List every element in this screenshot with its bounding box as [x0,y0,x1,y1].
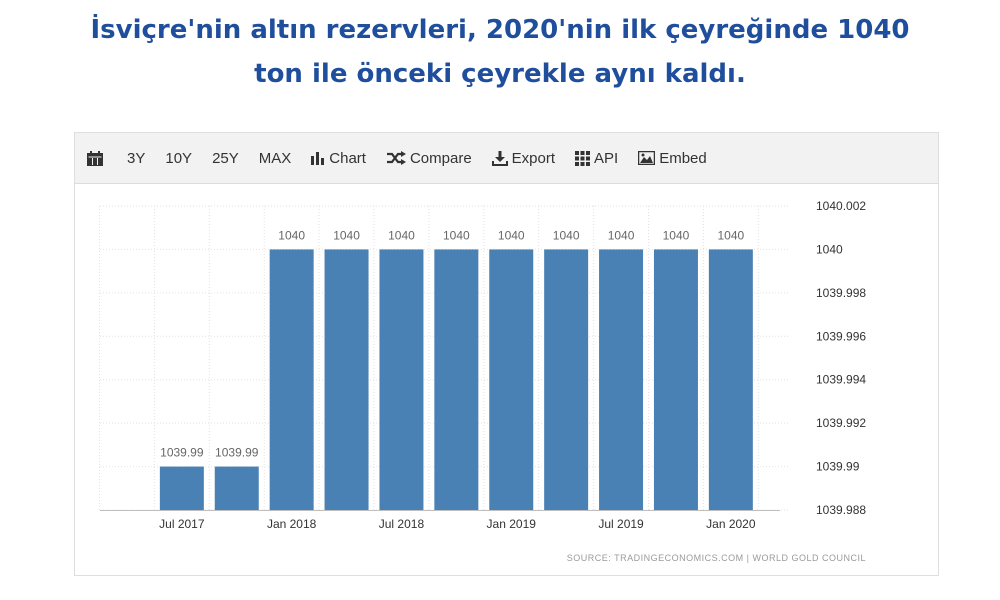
bar-value-label: 1039.99 [215,446,259,460]
bar[interactable] [708,249,753,510]
x-tick-label: Jan 2020 [706,517,756,531]
api-button-label: API [594,149,619,167]
bar[interactable] [269,249,314,510]
compare-button-label: Compare [409,149,472,167]
bar[interactable] [434,249,479,510]
bar[interactable] [544,249,589,510]
bar-value-label: 1040 [553,228,580,242]
bar-value-label: 1040 [333,228,360,242]
api-button[interactable]: API [575,150,618,167]
embed-button[interactable]: Embed [638,150,707,167]
bar[interactable] [324,249,369,510]
embed-button-label: Embed [659,149,707,167]
x-tick-label: Jul 2019 [598,517,644,531]
headline: İsviçre'nin altın rezervleri, 2020'nin i… [0,8,1000,96]
x-tick-label: Jan 2019 [487,517,537,531]
bar-value-label: 1040 [498,228,525,242]
bar[interactable] [159,466,204,510]
y-tick-label: 1039.998 [816,286,866,300]
export-button-label: Export [511,149,556,167]
y-tick-label: 1039.992 [816,416,866,430]
bar[interactable] [489,249,534,510]
chart-button[interactable]: Chart [311,150,366,167]
compare-button[interactable]: Compare [386,150,472,167]
calendar-button[interactable] [87,150,107,166]
range-25y-button[interactable]: 25Y [212,149,239,167]
chart-button-label: Chart [329,149,366,167]
headline-line-2: ton ile önceki çeyrekle aynı kaldı. [254,59,746,89]
bar-value-label: 1040 [278,228,305,242]
download-icon [491,150,508,166]
bar-value-label: 1040 [717,228,744,242]
x-tick-label: Jul 2017 [159,517,205,531]
bar-value-label: 1040 [608,228,635,242]
image-icon [638,151,656,165]
calendar-icon [87,150,103,166]
bar-chart-icon [311,151,325,165]
value-labels: 1039.99 1039.99 1040 1040 1040 1040 1040 1040 10… [160,228,744,459]
headline-line-1: İsviçre'nin altın rezervleri, 2020'nin i… [90,15,910,45]
bar[interactable] [599,249,644,510]
shuffle-icon [386,151,406,165]
y-tick-label: 1039.994 [816,373,866,387]
x-tick-label: Jul 2018 [379,517,425,531]
y-tick-label: 1039.988 [816,503,866,517]
bar[interactable] [653,249,698,510]
bar[interactable] [379,249,424,510]
bar-value-label: 1040 [663,228,690,242]
y-tick-label: 1040.002 [816,199,866,213]
x-tick-label: Jan 2018 [267,517,317,531]
chart-toolbar: 3Y 10Y 25Y MAX Chart Compare Export A [75,133,938,184]
bar-value-label: 1039.99 [160,446,204,460]
y-axis: 1040.002 1040 1039.998 1039.996 1039.994 1039… [816,199,866,517]
grid-icon [575,150,591,166]
y-tick-label: 1039.99 [816,460,860,474]
source-note: SOURCE: TRADINGECONOMICS.COM | WORLD GOL… [566,553,866,563]
export-button[interactable]: Export [491,149,556,167]
y-tick-label: 1040 [816,242,843,256]
range-max-button[interactable]: MAX [258,149,292,167]
range-3y-button[interactable]: 3Y [127,149,146,167]
y-tick-label: 1039.996 [816,329,866,343]
bar-value-label: 1040 [443,228,470,242]
bar-value-label: 1040 [388,228,415,242]
x-axis: Jul 2017 Jan 2018 Jul 2018 Jan 2019 Jul 2019… [100,510,780,531]
range-10y-button[interactable]: 10Y [165,149,193,167]
bar[interactable] [214,466,259,510]
bars [159,249,753,510]
